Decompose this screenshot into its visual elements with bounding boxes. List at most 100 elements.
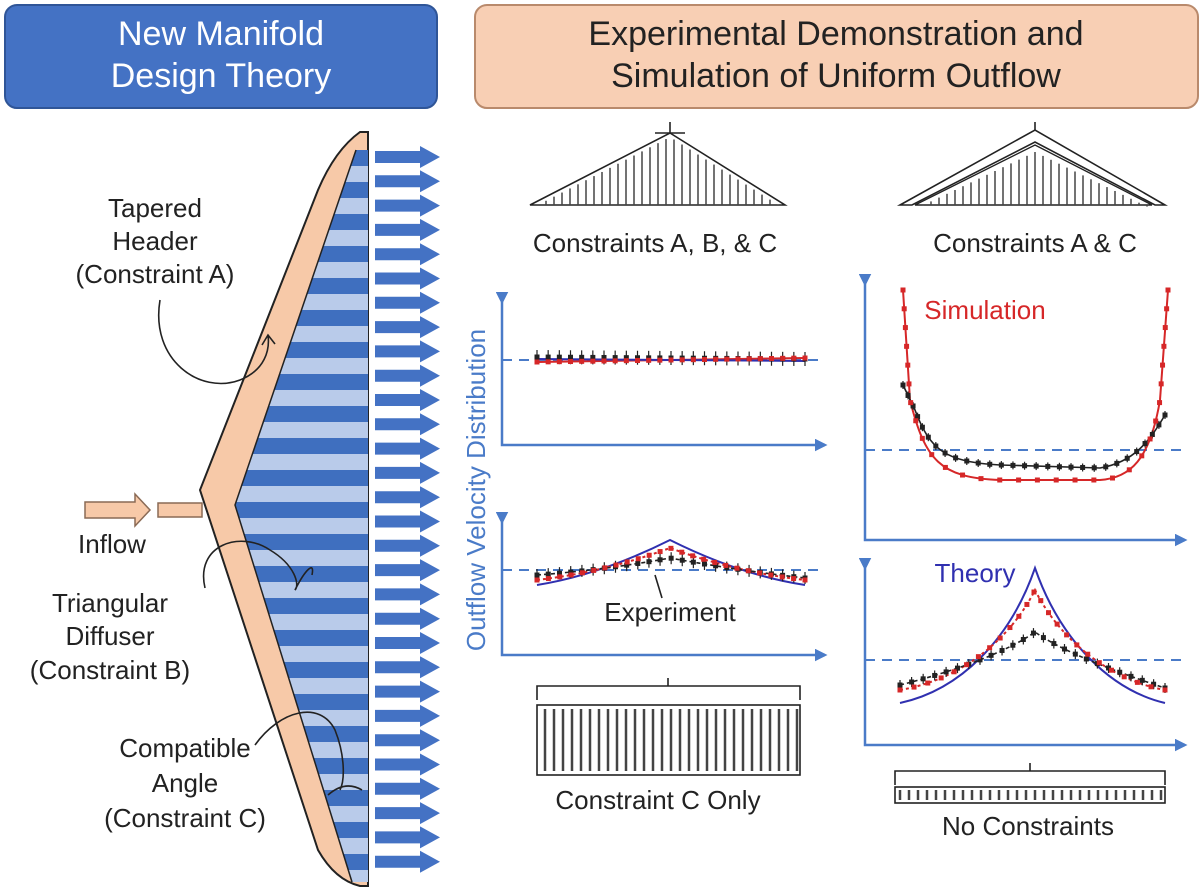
channel xyxy=(235,326,368,342)
sample-marker xyxy=(1162,687,1168,693)
sample-marker xyxy=(579,358,585,364)
sample-marker xyxy=(780,355,786,361)
plot-constraint-c xyxy=(495,512,828,662)
sample-marker xyxy=(1016,477,1022,483)
sample-marker xyxy=(646,559,652,565)
sample-marker xyxy=(1147,436,1153,442)
sample-marker xyxy=(590,354,596,360)
sample-marker xyxy=(734,565,740,571)
sample-marker xyxy=(938,675,944,681)
sample-marker xyxy=(1161,343,1167,349)
sample-marker xyxy=(913,418,919,424)
sample-marker xyxy=(1103,464,1109,470)
sample-marker xyxy=(1031,589,1037,595)
sample-marker xyxy=(997,635,1003,641)
sample-marker xyxy=(1083,656,1089,662)
sample-marker xyxy=(556,570,562,576)
arrow xyxy=(375,680,440,703)
sample-marker xyxy=(1016,613,1022,619)
channel xyxy=(235,342,368,358)
compatible-angle-label: Compatible xyxy=(119,733,251,763)
outflow-arrows xyxy=(375,146,440,873)
sample-marker xyxy=(545,576,551,582)
sample-marker xyxy=(1124,455,1130,461)
sample-marker xyxy=(1165,287,1171,293)
sample-marker xyxy=(902,325,908,331)
sample-marker xyxy=(900,382,906,388)
sample-marker xyxy=(568,359,573,364)
channel xyxy=(235,486,368,502)
channel xyxy=(235,678,368,694)
sample-marker xyxy=(953,455,959,461)
sample-marker xyxy=(900,287,906,293)
sample-marker xyxy=(960,472,966,478)
channel xyxy=(235,662,368,678)
sample-marker xyxy=(1040,635,1046,641)
sample-marker xyxy=(635,560,641,566)
sample-marker xyxy=(987,461,993,467)
arrow xyxy=(375,534,440,557)
arrow xyxy=(375,218,440,241)
sample-marker xyxy=(905,362,911,368)
channel xyxy=(235,582,368,598)
sample-marker xyxy=(646,357,652,363)
sample-marker xyxy=(975,654,981,660)
sample-marker xyxy=(701,561,707,567)
sample-marker xyxy=(1061,646,1067,652)
sample-marker xyxy=(1142,440,1148,446)
sample-marker xyxy=(1034,477,1040,483)
sample-marker xyxy=(657,549,663,555)
arrow xyxy=(375,291,440,314)
arrow xyxy=(375,461,440,484)
sample-marker xyxy=(954,665,960,671)
sample-marker xyxy=(943,669,949,675)
sample-marker xyxy=(579,570,585,576)
sample-marker xyxy=(534,577,540,583)
arrow xyxy=(375,632,440,654)
sample-marker xyxy=(723,562,729,568)
sample-marker xyxy=(679,357,685,363)
sample-marker xyxy=(1053,477,1059,483)
sample-marker xyxy=(1096,660,1102,666)
sample-marker xyxy=(791,576,797,582)
sample-marker xyxy=(545,359,551,365)
sample-marker xyxy=(942,464,948,470)
sample-marker xyxy=(1128,673,1134,679)
sample-marker xyxy=(1151,681,1157,687)
sample-marker xyxy=(623,355,629,361)
sample-marker xyxy=(702,357,707,362)
right-title-box xyxy=(474,4,1199,109)
sample-marker xyxy=(998,462,1004,468)
sample-marker xyxy=(657,357,663,363)
sample-marker xyxy=(1080,464,1086,470)
plot-constraints-ac xyxy=(858,274,1188,547)
sample-marker xyxy=(802,355,808,361)
sample-marker xyxy=(987,645,993,651)
compatible-angle-label: (Constraint C) xyxy=(104,803,266,833)
sample-marker xyxy=(635,358,640,363)
channel xyxy=(235,470,368,486)
arrow xyxy=(375,704,440,727)
sample-marker xyxy=(635,355,640,361)
channel xyxy=(235,182,368,198)
sample-marker xyxy=(1121,674,1127,680)
arrow xyxy=(375,656,440,679)
sample-marker xyxy=(690,553,696,559)
sample-marker xyxy=(929,452,935,458)
channel xyxy=(235,454,368,470)
sample-marker xyxy=(1007,625,1013,631)
sample-marker xyxy=(1033,463,1039,469)
plot-constraints-abc xyxy=(495,292,828,452)
sample-marker xyxy=(1038,598,1044,604)
sample-marker xyxy=(975,460,981,466)
arrow xyxy=(375,413,440,436)
sample-marker xyxy=(556,354,562,360)
sample-marker xyxy=(904,343,910,349)
sample-marker xyxy=(712,559,718,565)
arrow xyxy=(375,777,440,800)
sample-marker xyxy=(1110,475,1116,481)
leader xyxy=(202,540,314,591)
arrow xyxy=(375,364,440,387)
simulation-label: Simulation xyxy=(924,295,1045,325)
